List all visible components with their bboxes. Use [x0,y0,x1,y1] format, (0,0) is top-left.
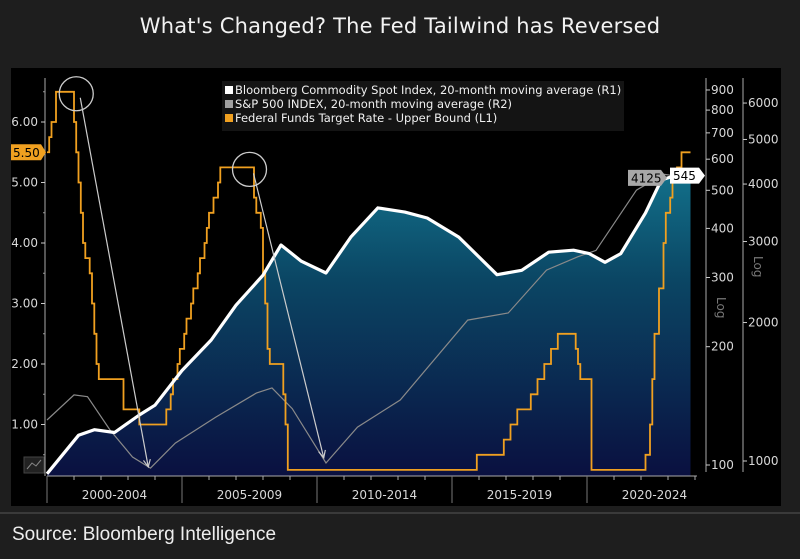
r1-tick-label: 500 [711,183,734,197]
sp500-value-badge [628,169,667,186]
r2-tick-label: 6000 [748,96,779,110]
fed-funds-value-label: 5.50 [13,146,40,160]
left-tick-label: 6.00 [11,115,38,129]
x-tick-label: 2010-2014 [352,488,417,502]
r2-tick-label: 1000 [748,454,779,468]
commodity-value-label: 545 [673,169,696,183]
r2-tick-label: 5000 [748,132,779,146]
chart-type-icon[interactable] [23,456,45,474]
r1-tick-label: 800 [711,103,734,117]
annotation-arrow [79,97,149,467]
left-tick-label: 3.00 [11,297,38,311]
arrowhead-icon [318,449,326,460]
legend-swatch-sp500 [225,100,233,108]
x-tick-label: 2005-2009 [217,488,282,502]
r2-tick-label: 4000 [748,177,779,191]
r1-tick-label: 100 [711,458,734,472]
commodity-value-badge [670,167,705,184]
legend-commodity: Bloomberg Commodity Spot Index, 20-month… [235,83,621,97]
left-tick-label: 5.00 [11,176,38,190]
x-tick-label: 2020-2024 [622,488,687,502]
r2-log-label: Log [751,256,765,277]
r1-tick-label: 300 [711,270,734,284]
r1-log-label: Log [714,297,728,318]
left-tick-label: 1.00 [11,418,38,432]
fed-funds-line [47,90,691,471]
r1-tick-label: 600 [711,152,734,166]
legend: Bloomberg Commodity Spot Index, 20-month… [222,81,624,131]
annotation-circle [58,76,94,112]
r1-tick-label: 700 [711,126,734,140]
r1-tick-label: 400 [711,221,734,235]
fed-funds-value-badge [11,144,46,161]
legend-fedfunds: Federal Funds Target Rate - Upper Bound … [235,111,497,125]
annotation-circle [231,151,268,188]
chart-title: What's Changed? The Fed Tailwind has Rev… [139,14,661,38]
legend-swatch-fedfunds [225,114,233,122]
r2-tick-label: 2000 [748,316,779,330]
legend-sp500: S&P 500 INDEX, 20-month moving average (… [235,97,512,111]
x-tick-label: 2015-2019 [487,488,552,502]
divider [0,512,800,514]
annotation-arrow [252,173,325,458]
legend-swatch-commodity [225,86,233,94]
commodity-line [45,172,691,475]
x-tick-label: 2000-2004 [82,488,147,502]
commodity-area [47,173,691,476]
source-note: Source: Bloomberg Intelligence [12,524,277,545]
r1-tick-label: 200 [711,340,734,354]
left-tick-label: 4.00 [11,236,38,250]
r1-tick-label: 900 [711,83,734,97]
arrowhead-icon [142,458,151,469]
r2-tick-label: 3000 [748,235,779,249]
sp500-value-label: 4125 [631,171,662,185]
left-tick-label: 2.00 [11,357,38,371]
